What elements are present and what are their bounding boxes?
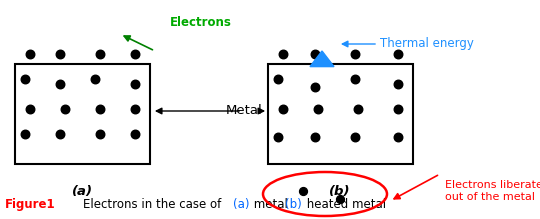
Text: Metal: Metal [226,104,262,118]
Text: metal: metal [250,198,292,211]
Point [279,52,287,56]
Text: (b): (b) [329,184,351,198]
Point [310,85,319,89]
Text: heated metal: heated metal [303,198,386,211]
Point [274,135,282,139]
Point [354,107,362,111]
Point [310,52,319,56]
Bar [268,64,413,164]
Point [336,197,345,201]
Point [96,132,104,136]
Point [91,77,99,81]
Point [314,107,322,111]
Bar [15,64,150,164]
Text: Thermal energy: Thermal energy [380,37,474,51]
Text: (a): (a) [71,184,92,198]
Point [131,132,139,136]
Text: Electrons liberated
out of the metal: Electrons liberated out of the metal [445,180,540,202]
Point [394,135,402,139]
Point [131,107,139,111]
Point [56,52,64,56]
Point [26,52,35,56]
Point [299,189,307,193]
Point [350,52,359,56]
Point [56,132,64,136]
Polygon shape [310,51,334,67]
Text: Figure1: Figure1 [5,198,56,211]
Point [394,107,402,111]
Point [96,107,104,111]
Point [394,52,402,56]
Point [60,107,69,111]
Point [131,52,139,56]
Text: Electrons in the case of: Electrons in the case of [68,198,225,211]
Text: (a): (a) [233,198,249,211]
Text: (b): (b) [285,198,302,211]
Point [96,52,104,56]
Point [310,135,319,139]
Point [279,107,287,111]
Text: Electrons: Electrons [170,16,232,29]
Point [350,77,359,81]
Point [131,82,139,86]
Point [21,77,29,81]
Point [274,77,282,81]
Point [26,107,35,111]
Point [56,82,64,86]
Point [394,82,402,86]
Point [21,132,29,136]
Point [350,135,359,139]
